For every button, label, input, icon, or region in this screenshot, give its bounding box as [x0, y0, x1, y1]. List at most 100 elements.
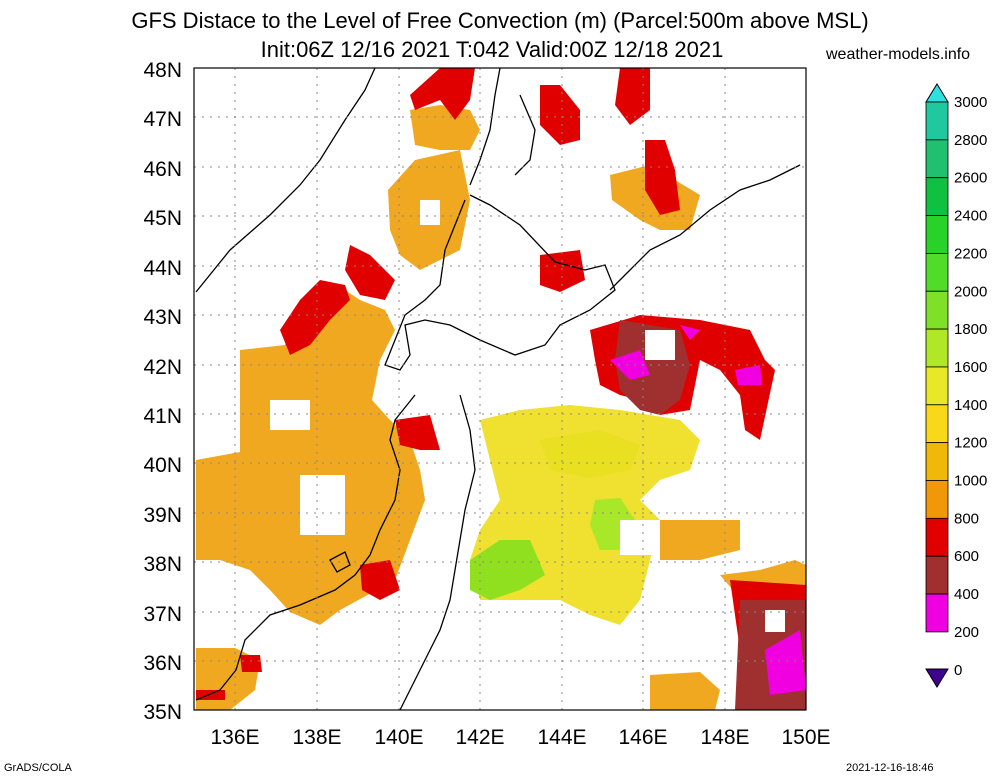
colorbar-label: 2200 — [954, 245, 987, 262]
colorbar-cell — [925, 215, 949, 254]
field-red-1 — [280, 280, 350, 355]
field-orange-e1 — [660, 520, 740, 560]
lat-label: 41N — [143, 405, 182, 428]
colorbar: 3000280026002400220020001800160014001200… — [925, 83, 987, 688]
lat-label: 45N — [143, 207, 182, 230]
colorbar-label: 2400 — [954, 208, 987, 225]
colorbar-label: 1000 — [954, 473, 987, 490]
lon-label: 136E — [210, 726, 259, 749]
colorbar-cell — [925, 139, 949, 179]
colorbar-labels: 3000280026002400220020001800160014001200… — [954, 94, 987, 679]
lat-label: 46N — [143, 158, 182, 181]
coastlines — [195, 68, 801, 710]
gap-3 — [420, 200, 440, 225]
lat-label: 38N — [143, 553, 182, 576]
colorbar-label: 3000 — [954, 94, 987, 111]
colorbar-cell — [925, 101, 949, 141]
field-magenta-3 — [735, 365, 762, 385]
coast-asia — [195, 68, 376, 293]
field-orange-hokkaido — [410, 105, 480, 150]
field-layer — [196, 68, 806, 710]
lon-label: 144E — [537, 726, 586, 749]
lat-labels: 48N 47N 46N 45N 44N 43N 42N 41N 40N 39N … — [143, 59, 182, 724]
colorbar-cell — [925, 328, 949, 368]
field-red-11 — [540, 250, 585, 292]
colorbar-label: 0 — [954, 662, 962, 679]
coast-sado — [329, 551, 351, 573]
gap-4 — [645, 330, 675, 360]
colorbar-cell — [925, 593, 949, 633]
lon-label: 146E — [618, 726, 667, 749]
field-yellow-2 — [540, 430, 640, 478]
coast-kurils — [609, 164, 801, 291]
lat-label: 37N — [143, 603, 182, 626]
field-red-5 — [540, 85, 580, 145]
footer-timestamp: 2021-12-16-18:46 — [846, 762, 934, 774]
colorbar-cell — [925, 517, 949, 557]
field-green-1 — [470, 540, 545, 600]
footer-software: GrADS/COLA — [4, 762, 72, 774]
lat-label: 43N — [143, 306, 182, 329]
colorbar-cell — [925, 480, 949, 519]
map-subtitle: Init:06Z 12/16 2021 T:042 Valid:00Z 12/1… — [260, 37, 724, 62]
field-red-2 — [345, 245, 395, 300]
lat-label: 48N — [143, 59, 182, 82]
colorbar-label: 2000 — [954, 283, 987, 300]
field-orange-s — [650, 672, 720, 710]
lat-label: 40N — [143, 454, 182, 477]
lon-label: 150E — [781, 726, 830, 749]
colorbar-label: 400 — [954, 586, 979, 603]
field-red-8 — [360, 560, 400, 600]
field-magenta-4 — [680, 325, 700, 340]
lat-label: 35N — [143, 701, 182, 724]
colorbar-label: 200 — [954, 624, 979, 641]
plot-frame — [193, 67, 807, 711]
field-red-6 — [645, 140, 680, 215]
lon-labels: 136E 138E 140E 142E 144E 146E 148E 150E — [210, 726, 830, 749]
field-red-13 — [240, 655, 262, 672]
lon-label: 142E — [455, 726, 504, 749]
colorbar-cell — [925, 404, 949, 444]
field-magenta-1 — [610, 350, 650, 380]
colorbar-label: 1800 — [954, 321, 987, 338]
lat-label: 36N — [143, 652, 182, 675]
colorbar-label: 2600 — [954, 170, 987, 187]
gap-1 — [270, 400, 310, 430]
lat-label: 39N — [143, 504, 182, 527]
colorbar-label: 1400 — [954, 397, 987, 414]
field-magenta-2 — [765, 630, 806, 695]
coast-honshu-east — [399, 394, 476, 710]
gridlines — [194, 68, 806, 710]
colorbar-cell — [925, 555, 949, 595]
colorbar-label: 600 — [954, 548, 979, 565]
site-credit: weather-models.info — [826, 46, 971, 63]
field-orange-west — [196, 290, 425, 625]
colorbar-label: 1200 — [954, 435, 987, 452]
lat-label: 47N — [143, 108, 182, 131]
colorbar-cells — [925, 101, 949, 633]
colorbar-top-arrow — [925, 83, 949, 103]
field-red-9 — [395, 415, 440, 450]
colorbar-label: 800 — [954, 510, 979, 527]
colorbar-cell — [925, 366, 949, 406]
map-title: GFS Distace to the Level of Free Convect… — [131, 8, 869, 33]
field-red-4 — [615, 68, 650, 125]
colorbar-cell — [925, 177, 949, 216]
gap-6 — [765, 610, 785, 632]
lon-label: 140E — [374, 726, 423, 749]
colorbar-label: 1600 — [954, 359, 987, 376]
lat-label: 44N — [143, 257, 182, 280]
gap-2 — [300, 475, 345, 535]
lon-label: 148E — [700, 726, 749, 749]
gap-5 — [620, 520, 660, 555]
lat-label: 42N — [143, 356, 182, 379]
colorbar-bottom-arrow — [925, 668, 949, 688]
field-red-3 — [410, 68, 475, 120]
colorbar-cell — [925, 252, 949, 292]
lon-label: 138E — [292, 726, 341, 749]
colorbar-cell — [925, 442, 949, 481]
coast-honshu-west — [195, 394, 416, 701]
coast-hokkaido — [384, 194, 616, 371]
colorbar-cell — [925, 290, 949, 330]
